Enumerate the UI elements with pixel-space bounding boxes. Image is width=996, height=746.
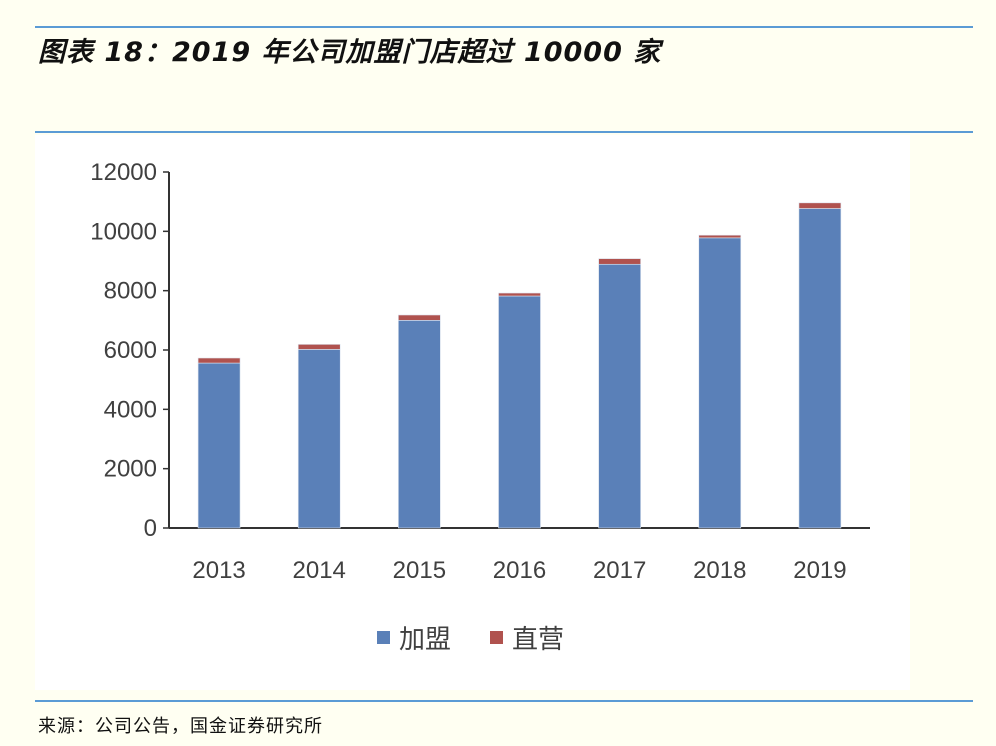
bar-direct-2013 [197, 357, 241, 364]
legend-label-1: 直营 [512, 624, 564, 654]
x-tick-label: 2014 [293, 557, 346, 584]
y-tick-label: 8000 [104, 278, 157, 305]
y-tick-label: 6000 [104, 337, 157, 364]
bottom-rule [35, 700, 973, 702]
bar-direct-2018 [698, 234, 742, 239]
y-tick-label: 10000 [90, 218, 157, 245]
y-tick-label: 12000 [90, 159, 157, 186]
legend-swatch-1 [490, 631, 503, 644]
source-note: 来源：公司公告，国金证券研究所 [38, 716, 323, 737]
legend-swatch-0 [377, 631, 390, 644]
y-tick-label: 4000 [104, 396, 157, 423]
legend-label-0: 加盟 [399, 624, 451, 654]
x-tick-label: 2018 [693, 557, 746, 584]
bar-direct-2016 [498, 292, 541, 297]
x-tick-label: 2013 [192, 557, 245, 584]
bar-direct-2017 [598, 258, 641, 265]
bar-direct-2019 [798, 202, 842, 209]
y-tick-label: 0 [144, 515, 157, 542]
bar-franchise-2016 [498, 295, 541, 529]
bar-franchise-2017 [598, 263, 641, 529]
x-tick-label: 2017 [593, 557, 646, 584]
bar-franchise-2019 [798, 208, 842, 529]
stacked-bar-chart: 0 2000 4000 6000 8000 10000 12000 2013 2014 2015 2… [90, 159, 870, 654]
x-tick-label: 2019 [793, 557, 846, 584]
figure-title: 图表 18：2019 年公司加盟门店超过 10000 家 [38, 37, 662, 68]
title-rule [35, 131, 973, 133]
bar-franchise-2018 [698, 237, 742, 529]
x-tick-label: 2016 [493, 557, 546, 584]
bar-franchise-2015 [398, 320, 441, 529]
bar-franchise-2013 [197, 362, 241, 529]
chart-area: 0 2000 4000 6000 8000 10000 12000 2013 2014 2015 2… [35, 135, 910, 690]
bar-direct-2015 [398, 314, 441, 321]
x-tick-label: 2015 [393, 557, 446, 584]
y-tick-label: 2000 [104, 456, 157, 483]
top-rule [35, 26, 973, 28]
bar-franchise-2014 [297, 349, 341, 529]
bar-direct-2014 [297, 344, 341, 350]
